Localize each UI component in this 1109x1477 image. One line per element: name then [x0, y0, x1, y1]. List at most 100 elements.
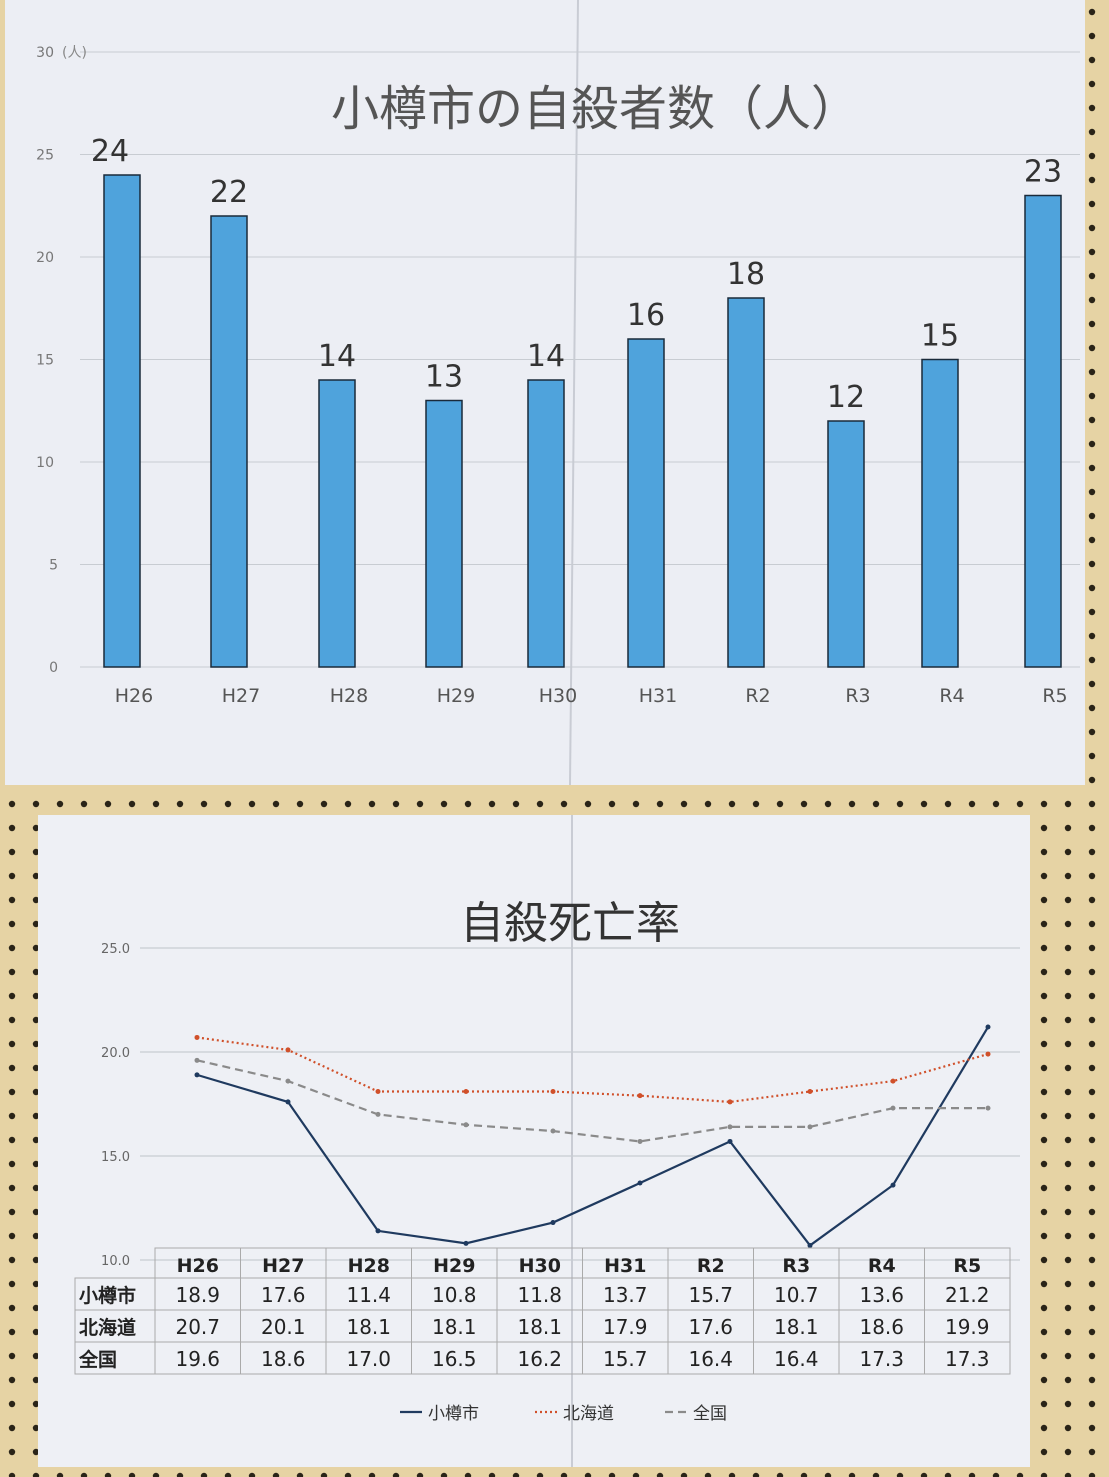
- data-point: [194, 1057, 200, 1063]
- bar: [627, 338, 665, 668]
- x-tick-label: H29: [437, 685, 475, 707]
- table-cell: 16.5: [432, 1347, 477, 1371]
- data-point: [890, 1105, 896, 1111]
- table-header: H29: [433, 1255, 475, 1277]
- table-header: R2: [697, 1255, 725, 1277]
- bar: [210, 215, 248, 668]
- data-point: [550, 1089, 556, 1095]
- y-tick-label: 15.0: [101, 1150, 130, 1165]
- table-header: H31: [604, 1255, 646, 1277]
- table-cell: 17.3: [859, 1347, 904, 1371]
- y-tick-label: 0: [49, 660, 58, 676]
- table-cell: 16.4: [774, 1347, 819, 1371]
- data-point: [807, 1089, 813, 1095]
- y-tick-label: 20.0: [101, 1046, 130, 1061]
- y-tick-label: 25: [36, 148, 54, 164]
- data-point: [637, 1138, 643, 1144]
- x-tick-label: H26: [115, 685, 153, 707]
- data-label: 16: [627, 298, 665, 333]
- table-cell: 18.1: [432, 1315, 477, 1339]
- data-label: 22: [210, 175, 248, 210]
- table-cell: 10.8: [432, 1283, 477, 1307]
- bar: [727, 297, 765, 668]
- data-point: [985, 1024, 991, 1030]
- table-cell: 18.1: [346, 1315, 391, 1339]
- bar-chart: 小樽市の自殺者数（人） 0 5 10 15 20 25 30 (人) 24 H26 22 H27 14 H2…: [36, 45, 1080, 707]
- data-label: 14: [527, 339, 565, 374]
- data-point: [285, 1047, 291, 1053]
- y-tick-label: 10.0: [101, 1254, 130, 1269]
- table-header: H30: [519, 1255, 561, 1277]
- data-point: [727, 1124, 733, 1130]
- data-label: 13: [425, 360, 463, 395]
- table-header: R5: [953, 1255, 981, 1277]
- data-point: [285, 1099, 291, 1105]
- chart-title: 小樽市の自殺者数（人）: [331, 81, 859, 137]
- table-cell: 18.1: [774, 1315, 819, 1339]
- bar: [921, 358, 959, 668]
- data-point: [463, 1122, 469, 1128]
- table-cell: 17.9: [603, 1315, 648, 1339]
- series-line: [196, 1036, 989, 1104]
- table-cell: 16.4: [688, 1347, 733, 1371]
- data-point: [285, 1078, 291, 1084]
- table-header: H27: [262, 1255, 304, 1277]
- series-line: [196, 1059, 988, 1143]
- table-row-label: 小樽市: [79, 1284, 136, 1307]
- data-point: [985, 1051, 991, 1057]
- legend-label: 小樽市: [428, 1404, 479, 1424]
- data-point: [550, 1220, 556, 1226]
- bar: [827, 420, 865, 668]
- table-cell: 16.2: [517, 1347, 562, 1371]
- table-cell: 17.0: [346, 1347, 391, 1371]
- data-label: 23: [1024, 155, 1062, 190]
- data-label: 18: [727, 257, 765, 292]
- x-tick-label: R3: [845, 685, 870, 707]
- data-point: [985, 1105, 991, 1111]
- table-cell: 18.1: [517, 1315, 562, 1339]
- legend-label: 北海道: [563, 1404, 614, 1424]
- x-tick-label: H27: [222, 685, 260, 707]
- data-point: [807, 1124, 813, 1130]
- bar: [318, 379, 356, 668]
- y-tick-label: 20: [36, 250, 54, 266]
- table-header: H28: [348, 1255, 390, 1277]
- data-point: [890, 1182, 896, 1188]
- table-cell: 10.7: [774, 1283, 819, 1307]
- data-point: [890, 1078, 896, 1084]
- data-point: [550, 1128, 556, 1134]
- x-tick-label: R4: [939, 685, 964, 707]
- data-label: 24: [91, 134, 129, 169]
- x-tick-label: R2: [745, 685, 770, 707]
- y-tick-label: 30: [36, 45, 54, 61]
- x-tick-label: R5: [1042, 685, 1067, 707]
- data-point: [807, 1242, 813, 1248]
- data-point: [727, 1099, 733, 1105]
- table-row-label: 全国: [78, 1348, 117, 1371]
- table-cell: 15.7: [603, 1347, 648, 1371]
- table-cell: 19.9: [945, 1315, 990, 1339]
- data-label: 15: [921, 319, 959, 354]
- line-chart-poster: [38, 815, 1030, 1467]
- bar: [527, 379, 565, 668]
- table-cell: 13.6: [859, 1283, 904, 1307]
- table-header: H26: [177, 1255, 219, 1277]
- data-point: [637, 1093, 643, 1099]
- legend-label: 全国: [693, 1404, 727, 1424]
- table-cell: 17.6: [688, 1315, 733, 1339]
- y-tick-label: 25.0: [101, 942, 130, 957]
- x-tick-label: H30: [539, 685, 577, 707]
- data-point: [375, 1228, 381, 1234]
- table-cell: 19.6: [175, 1347, 220, 1371]
- poster-fold: [569, 0, 579, 786]
- table-cell: 21.2: [945, 1283, 990, 1307]
- data-label: 12: [827, 380, 865, 415]
- data-label: 14: [318, 339, 356, 374]
- table-cell: 18.6: [261, 1347, 306, 1371]
- table-cell: 20.7: [175, 1315, 220, 1339]
- y-axis-unit: (人): [62, 45, 87, 61]
- data-point: [463, 1089, 469, 1095]
- table-cell: 17.3: [945, 1347, 990, 1371]
- table-cell: 18.9: [175, 1283, 220, 1307]
